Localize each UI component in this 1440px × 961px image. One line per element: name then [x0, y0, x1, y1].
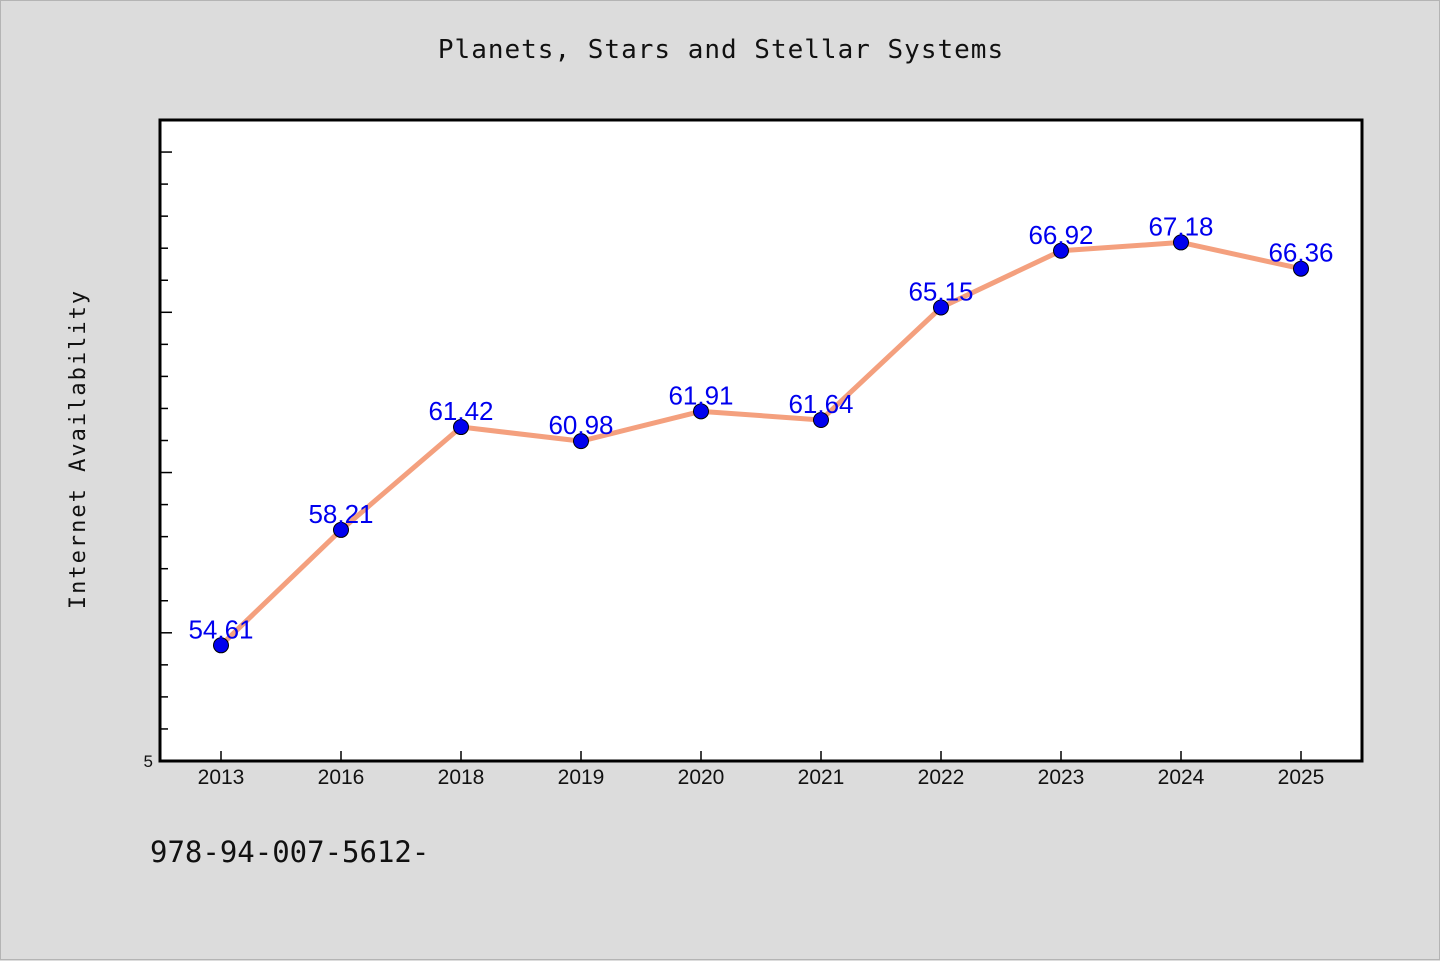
- data-point: [813, 411, 829, 428]
- y-axis-label: Internet Availability: [66, 289, 91, 609]
- data-point: [693, 403, 709, 420]
- x-tick-label: 2019: [558, 766, 605, 789]
- data-label: 61.42: [428, 396, 493, 426]
- y-tick-label: 5: [144, 752, 153, 771]
- data-labels: 54.61 58.21 61.42 60.98 61.91 61.64 65.15 66.92…: [188, 211, 1333, 644]
- data-label: 61.64: [788, 389, 853, 419]
- data-label: 54.61: [188, 614, 253, 644]
- data-point: [1173, 234, 1189, 251]
- data-label: 66.36: [1268, 238, 1333, 268]
- x-tick-label: 2024: [1158, 766, 1205, 789]
- data-label: 65.15: [908, 276, 973, 306]
- x-axis-ticks: [220, 751, 1302, 761]
- footer-code: 978-94-007-5612-: [150, 835, 430, 869]
- chart-title: Planets, Stars and Stellar Systems: [437, 35, 1005, 65]
- data-label: 58.21: [308, 499, 373, 529]
- data-point: [1293, 260, 1309, 277]
- plot-area: [158, 118, 1364, 763]
- x-axis-tick-labels: 2013 2016 2018 2019 2020 2021 2022 2023 2024 2025: [198, 766, 1325, 789]
- x-tick-label: 2020: [678, 766, 725, 789]
- data-label: 61.91: [668, 380, 733, 410]
- data-point: [573, 433, 589, 450]
- data-point: [453, 419, 469, 436]
- x-tick-label: 2025: [1278, 766, 1325, 789]
- x-tick-label: 2022: [918, 766, 965, 789]
- x-tick-label: 2018: [438, 766, 485, 789]
- data-points: [213, 234, 1309, 654]
- data-point: [333, 521, 349, 538]
- x-tick-label: 2023: [1038, 766, 1085, 789]
- y-axis-ticks: [160, 151, 172, 730]
- x-tick-label: 2013: [198, 766, 245, 789]
- data-point: [213, 637, 229, 654]
- x-tick-label: 2016: [318, 766, 365, 789]
- data-label: 66.92: [1028, 220, 1093, 250]
- data-point: [933, 299, 949, 316]
- data-label: 60.98: [548, 410, 613, 440]
- data-point: [1053, 242, 1069, 259]
- data-label: 67.18: [1148, 211, 1213, 241]
- x-tick-label: 2021: [798, 766, 845, 789]
- series-line: [218, 239, 1304, 648]
